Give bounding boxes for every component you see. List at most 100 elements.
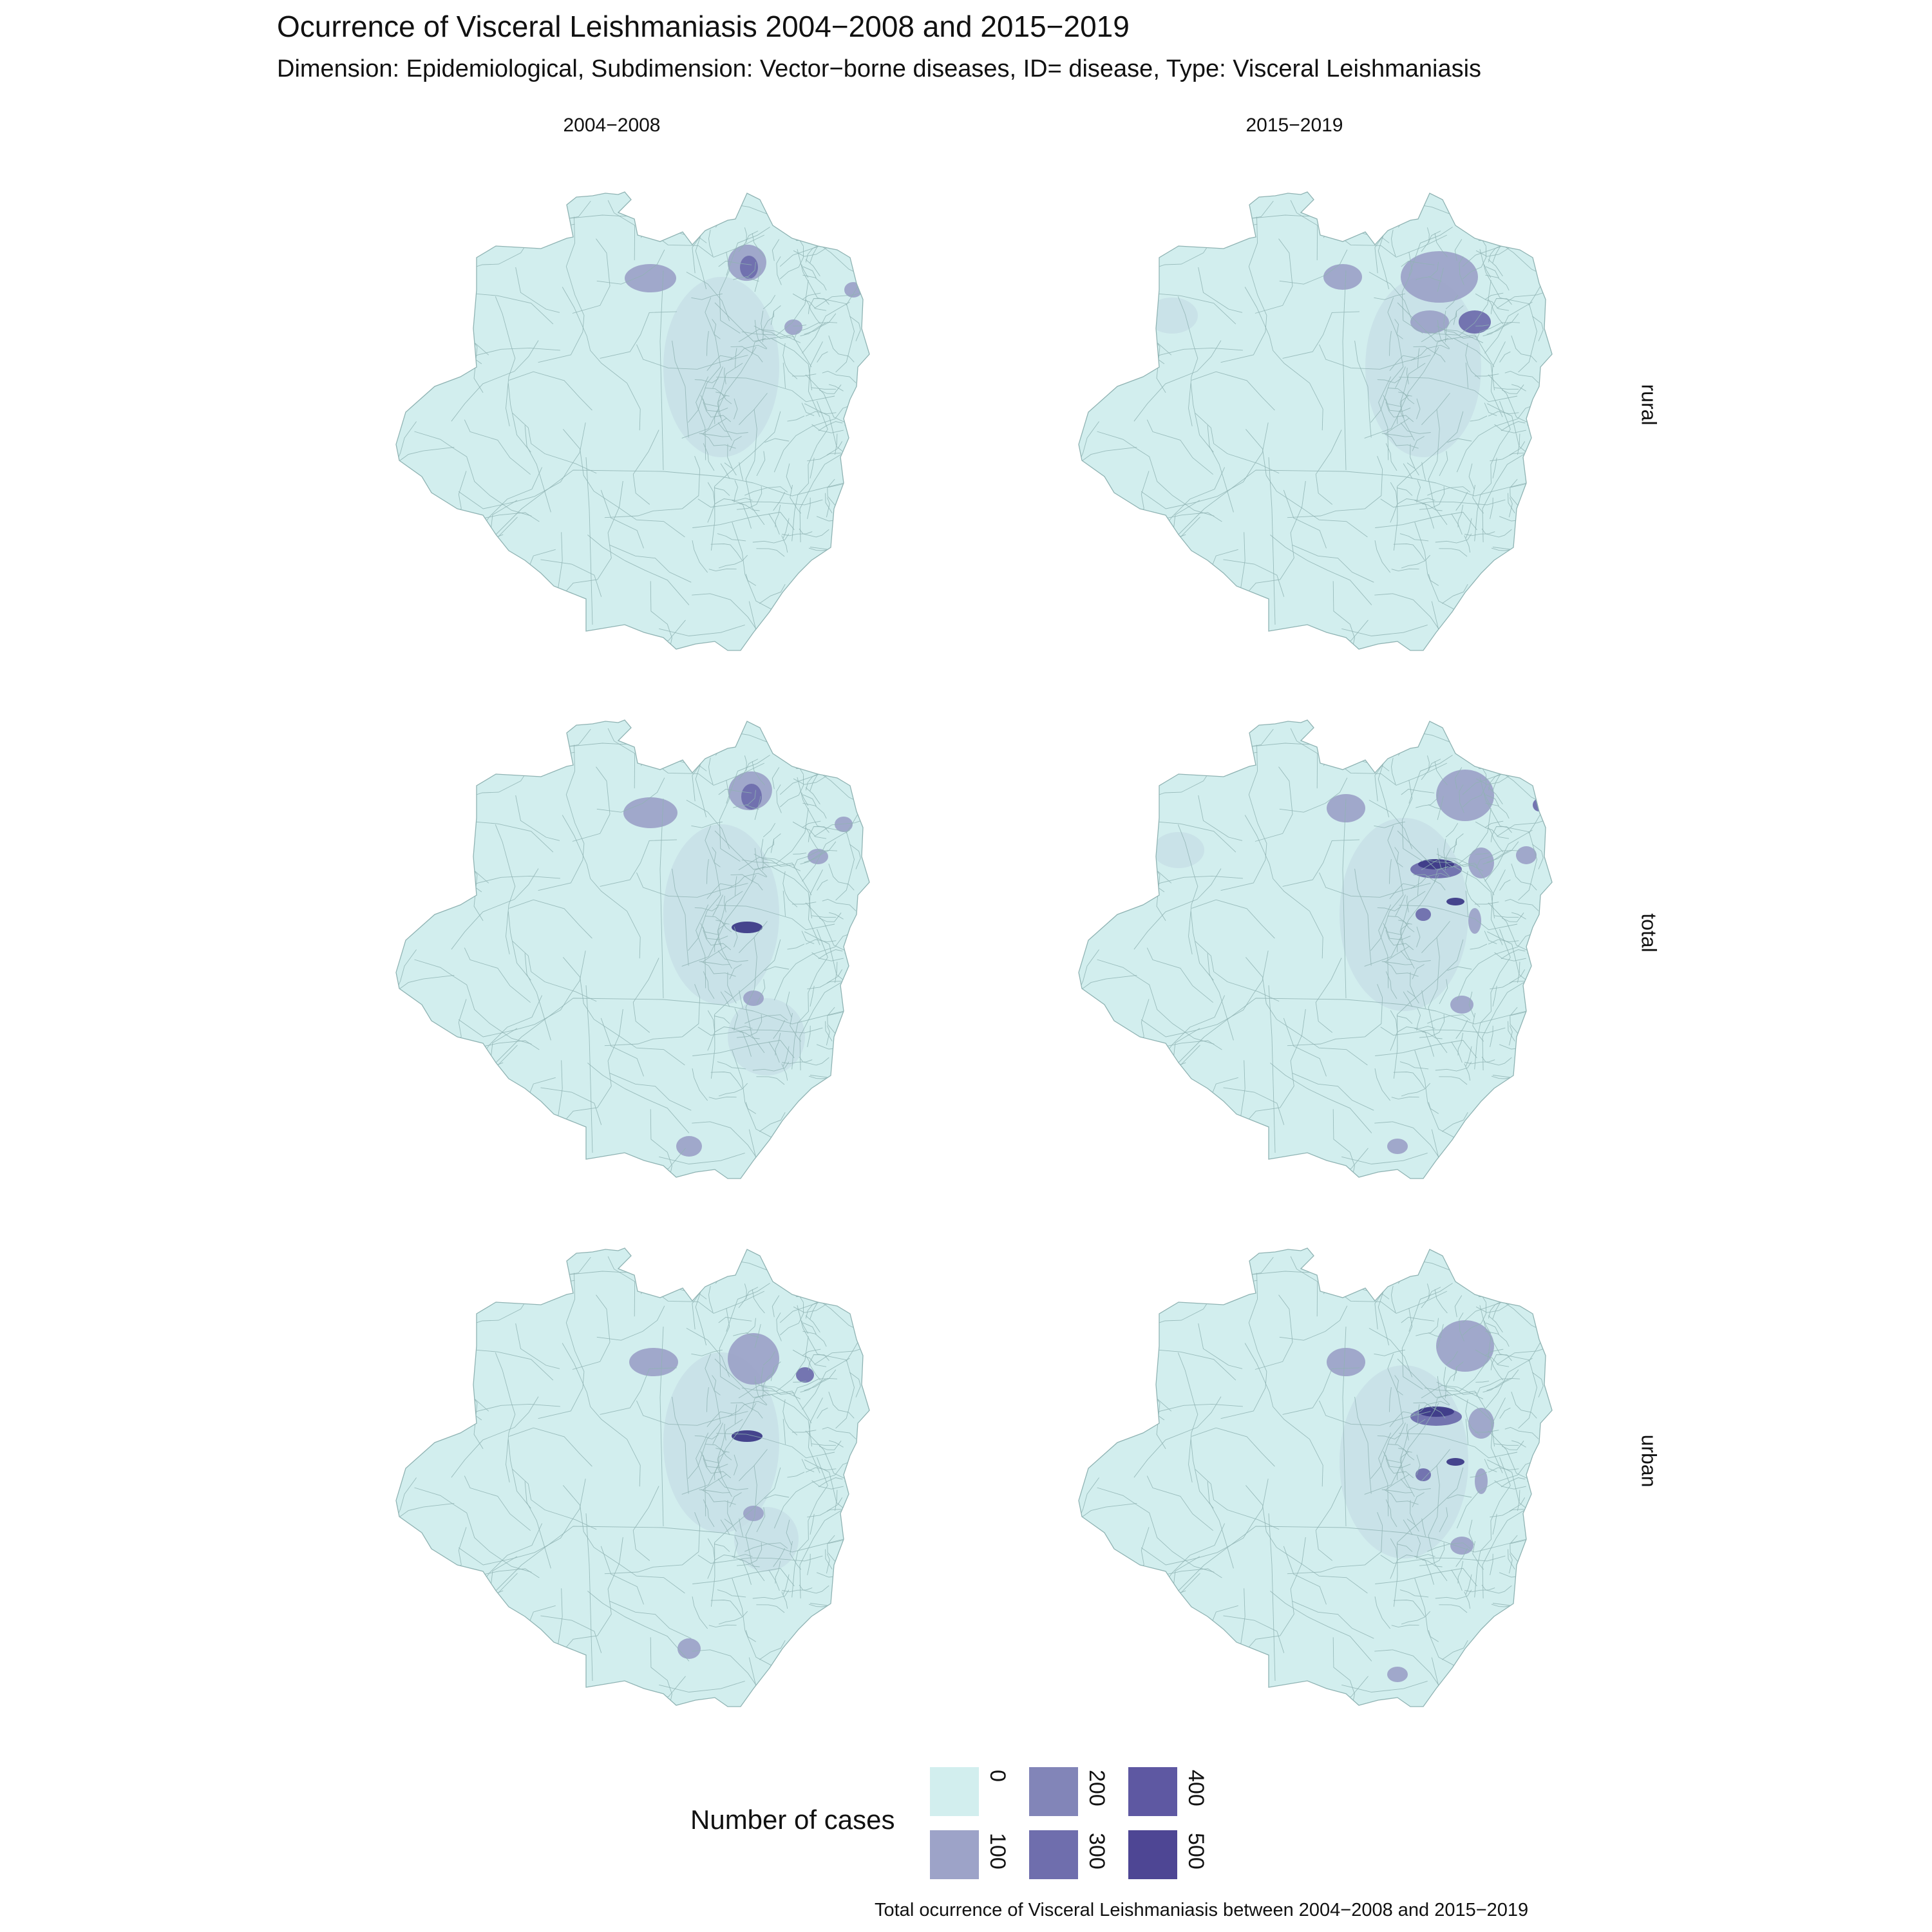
municipality-boundary [1283, 1018, 1327, 1077]
municipality-boundary [793, 775, 828, 785]
municipality-boundary [418, 1062, 504, 1118]
municipality-boundary [790, 1013, 802, 1042]
municipality-boundary [396, 1248, 411, 1340]
municipality-boundary [787, 415, 805, 422]
municipality-boundary [1443, 1367, 1453, 1396]
municipality-boundary [1101, 192, 1168, 234]
municipality-boundary [1400, 950, 1431, 962]
municipality-boundary [507, 911, 531, 981]
municipality-boundary [1245, 429, 1368, 538]
municipality-boundary [1195, 941, 1280, 1002]
municipality-boundary [800, 849, 838, 865]
municipality-boundary [811, 387, 837, 390]
municipality-boundary [857, 1036, 869, 1052]
municipality-highlight-high [1533, 799, 1546, 811]
municipality-boundary [1401, 1316, 1435, 1323]
municipality-boundary [1380, 1555, 1506, 1564]
municipality-highlight-mid [784, 319, 802, 335]
municipality-boundary [759, 1640, 786, 1660]
municipality-boundary [729, 436, 742, 451]
municipality-boundary [692, 1121, 768, 1179]
municipality-boundary [1079, 1676, 1167, 1697]
municipality-boundary [1391, 757, 1396, 785]
municipality-boundary [694, 378, 719, 383]
municipality-boundary [1391, 1285, 1396, 1313]
municipality-boundary [712, 366, 723, 388]
municipality-boundary [524, 425, 551, 513]
municipality-boundary [835, 1490, 838, 1511]
municipality-boundary [1377, 1434, 1401, 1439]
municipality-boundary [1079, 620, 1167, 641]
municipality-boundary [768, 1041, 780, 1063]
municipality-boundary [1538, 1687, 1552, 1707]
municipality-boundary [1488, 298, 1504, 325]
municipality-boundary [1244, 815, 1323, 959]
municipality-boundary [1207, 1481, 1234, 1569]
municipality-boundary [1511, 912, 1526, 920]
municipality-boundary [396, 1091, 404, 1170]
municipality-boundary [527, 1168, 638, 1179]
municipality-boundary [805, 939, 837, 945]
municipality-boundary [1380, 720, 1408, 728]
municipality-boundary [1101, 720, 1168, 762]
municipality-highlight-mid [1450, 996, 1473, 1014]
municipality-boundary [826, 1553, 830, 1574]
municipality-boundary [1421, 1465, 1437, 1482]
municipality-boundary [1439, 1604, 1468, 1613]
municipality-boundary [730, 346, 763, 363]
municipality-boundary [1474, 902, 1499, 905]
municipality-boundary [703, 945, 727, 962]
municipality-boundary [793, 1303, 828, 1313]
municipality-boundary [718, 260, 752, 267]
municipality-boundary [772, 720, 814, 748]
municipality-boundary [697, 1555, 823, 1564]
municipality-boundary [1487, 1112, 1503, 1148]
municipality-boundary [1374, 593, 1450, 650]
municipality-boundary [1412, 1492, 1425, 1508]
municipality-boundary [404, 720, 473, 795]
municipality-boundary [1459, 256, 1464, 285]
municipality-boundary [741, 808, 809, 864]
municipality-boundary [495, 998, 754, 1063]
map-outline [1078, 719, 1553, 1179]
municipality-boundary [1413, 874, 1446, 891]
municipality-boundary [1488, 787, 1503, 805]
municipality-boundary [1079, 1091, 1087, 1170]
municipality-boundary [1490, 497, 1493, 519]
municipality-boundary [464, 1349, 554, 1381]
map-rural-2004 [395, 191, 870, 651]
municipality-boundary [1454, 720, 1497, 748]
municipality-boundary [782, 1419, 786, 1444]
map-fill-layer [396, 192, 869, 650]
municipality-boundary [659, 1152, 745, 1164]
municipality-boundary [1207, 425, 1234, 513]
legend-label-500: 500 [1184, 1833, 1208, 1870]
municipality-boundary [791, 902, 817, 905]
municipality-boundary [772, 1295, 780, 1318]
municipality-boundary [793, 1381, 807, 1383]
municipality-boundary [524, 953, 551, 1041]
legend-key-200 [1029, 1767, 1078, 1816]
municipality-boundary [1482, 849, 1520, 865]
municipality-boundary [1451, 513, 1463, 535]
municipality-boundary [1451, 1569, 1463, 1591]
municipality-boundary [732, 1578, 779, 1670]
municipality-boundary [1146, 1349, 1236, 1381]
municipality-boundary [1421, 937, 1437, 954]
municipality-boundary [396, 949, 417, 1007]
municipality-boundary [714, 1466, 718, 1481]
municipality-boundary [720, 991, 730, 1007]
municipality-boundary [1490, 1553, 1493, 1575]
municipality-boundary [828, 1440, 844, 1448]
municipality-boundary [805, 259, 820, 277]
municipality-boundary [600, 1367, 677, 1415]
municipality-boundary [607, 1256, 636, 1317]
municipality-boundary [835, 961, 838, 983]
municipality-boundary [1403, 1519, 1413, 1535]
municipality-boundary [697, 720, 726, 728]
municipality-boundary [814, 1320, 869, 1365]
municipality-boundary [1165, 577, 1218, 650]
municipality-boundary [718, 1316, 752, 1323]
municipality-boundary [1484, 1459, 1497, 1473]
municipality-boundary [1538, 630, 1552, 650]
